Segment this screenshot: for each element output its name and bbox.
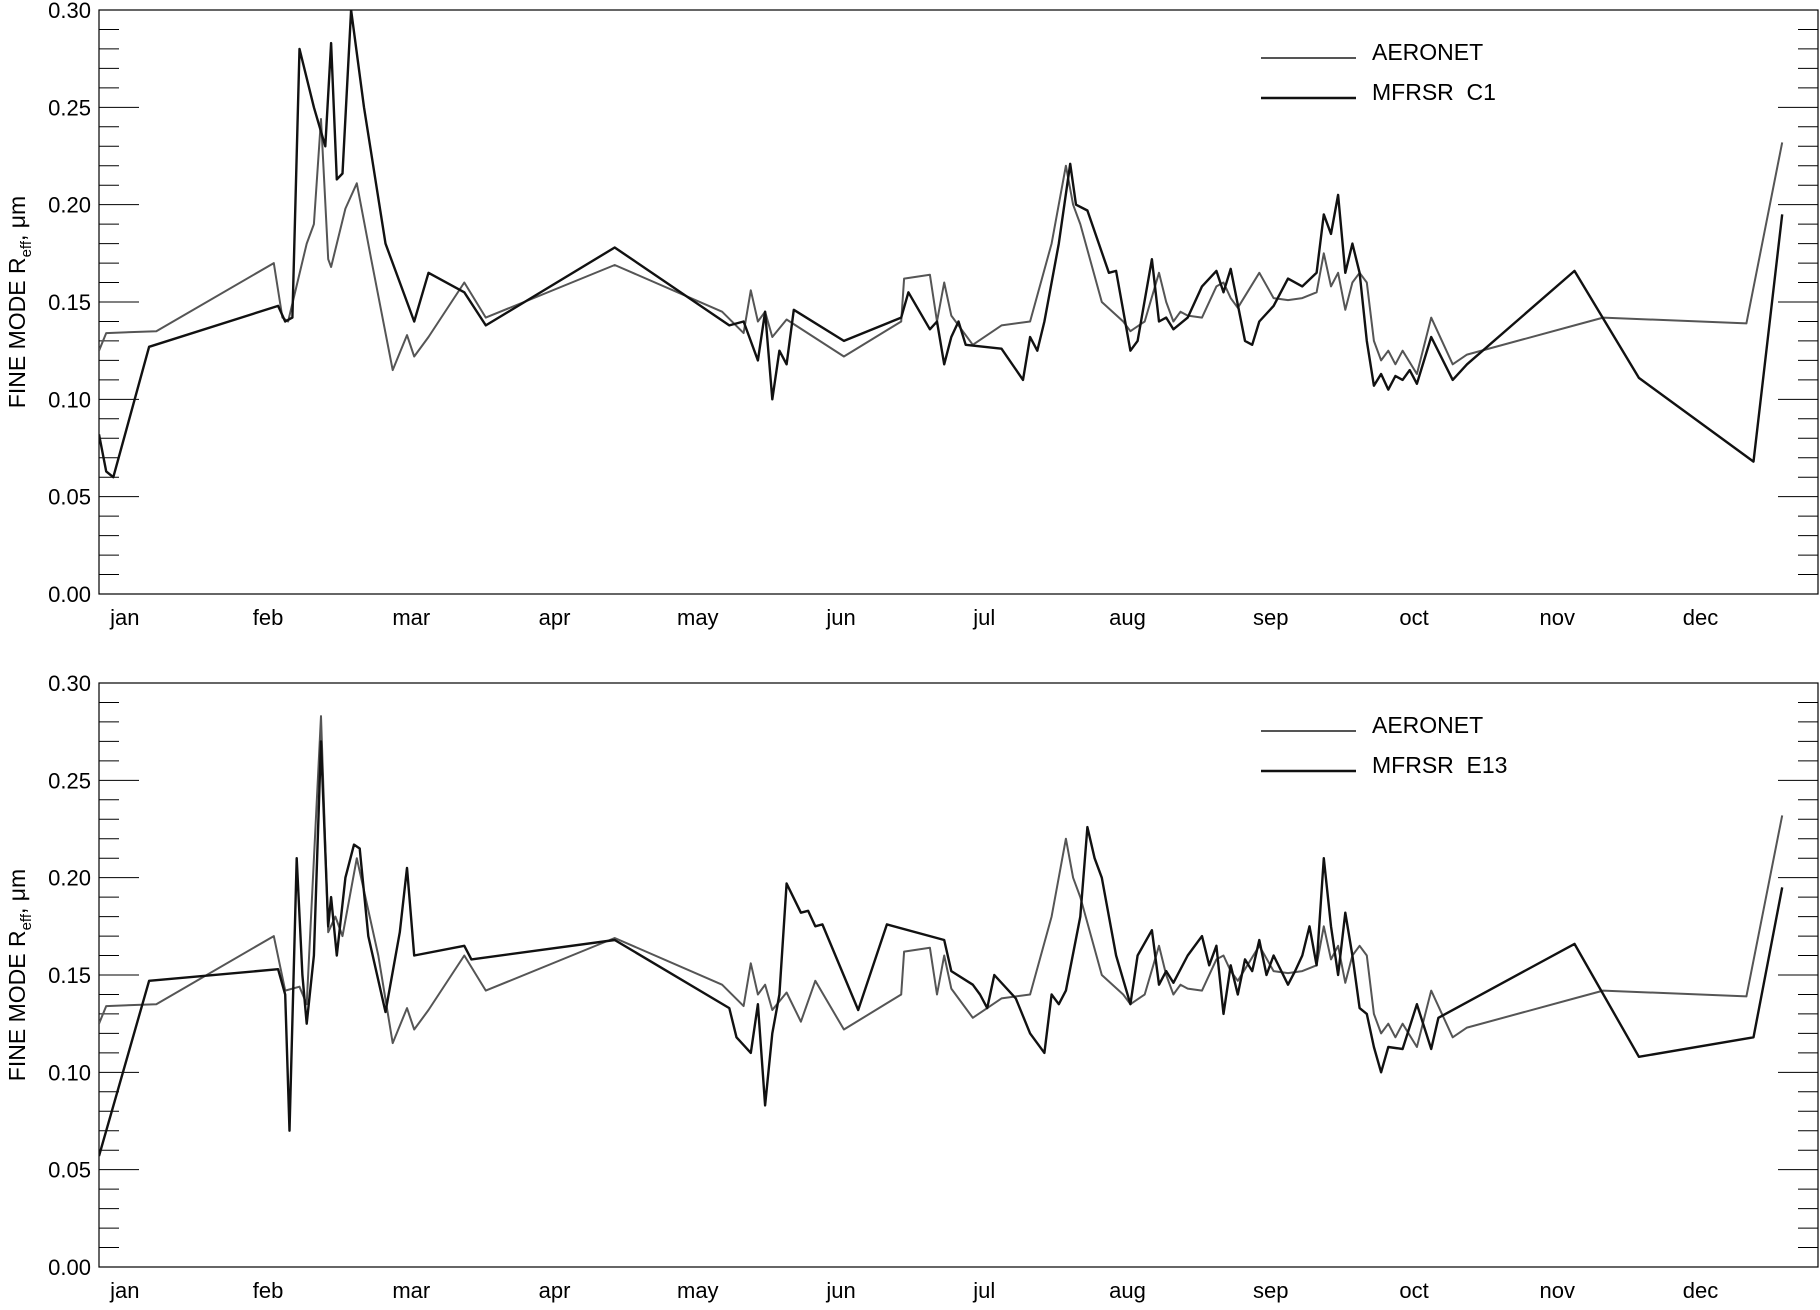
y-tick-label: 0.20 [48, 193, 91, 218]
x-tick-label: nov [1540, 1278, 1575, 1303]
x-tick-label: aug [1109, 1278, 1146, 1303]
y-tick-label: 0.05 [48, 1158, 91, 1183]
y-tick-label: 0.15 [48, 963, 91, 988]
y-tick-label: 0.25 [48, 95, 91, 120]
y-axis-label-subscript: eff [18, 913, 35, 930]
y-tick-label: 0.20 [48, 866, 91, 891]
series-line-mfrsr [99, 10, 1784, 479]
x-tick-label: mar [392, 605, 430, 630]
plot-frame [98, 9, 1819, 595]
y-tick-label: 0.30 [48, 0, 91, 23]
y-axis-label: FINE MODE Reff, μm [4, 196, 35, 408]
y-tick-label: 0.00 [48, 1255, 91, 1280]
y-tick-label: 0.10 [48, 1060, 91, 1085]
x-tick-label: jun [825, 605, 855, 630]
legend-label: AERONET [1372, 712, 1483, 738]
legend-label: MFRSR E13 [1372, 752, 1507, 778]
x-tick-label: may [677, 1278, 719, 1303]
y-axis-label: FINE MODE Reff, μm [4, 869, 35, 1081]
x-tick-label: dec [1683, 1278, 1718, 1303]
y-tick-label: 0.30 [48, 671, 91, 696]
y-tick-label: 0.25 [48, 768, 91, 793]
legend-label: AERONET [1372, 39, 1483, 65]
series-line-mfrsr [99, 740, 1784, 1157]
x-tick-label: feb [253, 1278, 284, 1303]
x-tick-label: apr [539, 1278, 571, 1303]
y-tick-label: 0.05 [48, 485, 91, 510]
y-axis-label-main: FINE MODE R [4, 257, 30, 408]
x-tick-label: sep [1253, 1278, 1288, 1303]
x-tick-label: sep [1253, 605, 1288, 630]
x-tick-label: jul [972, 1278, 995, 1303]
y-axis-label-unit: , μm [4, 869, 30, 914]
legend-label: MFRSR C1 [1372, 79, 1496, 105]
x-tick-label: may [677, 605, 719, 630]
x-tick-label: nov [1540, 605, 1575, 630]
y-tick-label: 0.10 [48, 387, 91, 412]
y-tick-label: 0.00 [48, 582, 91, 607]
x-tick-label: oct [1399, 1278, 1428, 1303]
x-tick-label: aug [1109, 605, 1146, 630]
y-axis-label-unit: , μm [4, 196, 30, 241]
x-tick-label: jul [972, 605, 995, 630]
series-line-aeronet [99, 118, 1784, 375]
y-axis-label-main: FINE MODE R [4, 930, 30, 1081]
chart-panel-top: 0.00 0.05 0.10 0.15 0.20 0.25 0.30 jan feb mar apr… [4, 0, 1819, 630]
x-tick-label: jun [825, 1278, 855, 1303]
x-tick-label: dec [1683, 605, 1718, 630]
chart-panel-bottom: 0.00 0.05 0.10 0.15 0.20 0.25 0.30 jan feb mar apr… [4, 671, 1819, 1303]
x-tick-label: feb [253, 605, 284, 630]
y-axis-label-subscript: eff [18, 240, 35, 257]
x-tick-label: mar [392, 1278, 430, 1303]
x-tick-label: jan [109, 605, 139, 630]
y-tick-label: 0.15 [48, 290, 91, 315]
x-tick-label: jan [109, 1278, 139, 1303]
series-line-aeronet [99, 715, 1784, 1048]
x-tick-label: oct [1399, 605, 1428, 630]
x-tick-label: apr [539, 605, 571, 630]
